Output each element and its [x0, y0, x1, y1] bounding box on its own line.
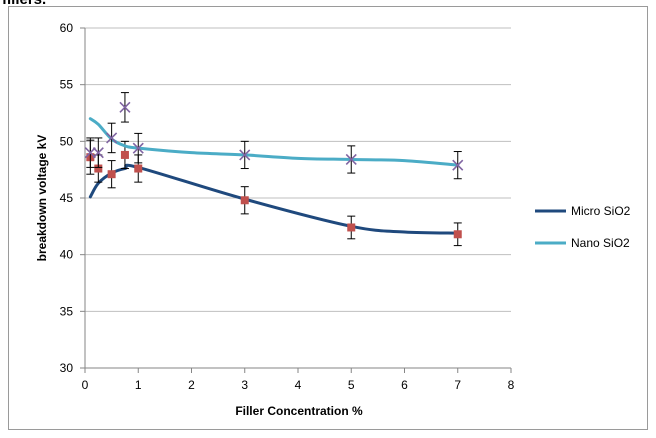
x-tick-label: 8 — [508, 378, 515, 392]
data-point-square — [134, 164, 143, 173]
legend-label: Micro SiO2 — [571, 204, 631, 218]
y-tick-label: 35 — [60, 304, 74, 318]
data-point-x — [106, 132, 118, 144]
data-point-x — [119, 101, 131, 113]
series-line — [88, 163, 460, 235]
x-tick-label: 6 — [401, 378, 408, 392]
y-tick-label: 40 — [60, 248, 74, 262]
data-point-x — [132, 142, 144, 154]
data-point-x — [84, 147, 96, 159]
x-tick-label: 3 — [241, 378, 248, 392]
x-axis-title: Filler Concentration % — [235, 404, 363, 418]
y-axis-ticks: 30 35 40 45 50 55 60 — [60, 21, 85, 375]
x-axis-ticks: 0 1 2 3 4 5 6 7 8 — [82, 368, 515, 392]
data-point-square — [107, 170, 116, 179]
caption-fragment: fillers. — [2, 0, 46, 8]
series-1 — [84, 92, 464, 180]
series-layer — [84, 92, 464, 247]
x-tick-label: 1 — [135, 378, 142, 392]
y-tick-label: 55 — [60, 78, 74, 92]
data-point-x — [345, 153, 357, 166]
grid-lines — [85, 27, 511, 312]
data-point-square — [453, 230, 462, 239]
y-tick-label: 60 — [60, 21, 74, 35]
y-tick-label: 30 — [60, 361, 74, 375]
x-tick-label: 0 — [82, 378, 89, 392]
data-point-square — [240, 196, 249, 205]
y-axis-title: breakdown voltage kV — [35, 135, 49, 262]
y-tick-label: 50 — [60, 134, 74, 148]
y-tick-label: 45 — [60, 191, 74, 205]
data-point-x — [92, 147, 104, 159]
x-tick-label: 7 — [454, 378, 461, 392]
series-line — [88, 117, 460, 167]
x-tick-label: 2 — [188, 378, 195, 392]
x-tick-label: 4 — [295, 378, 302, 392]
data-point-square — [120, 150, 129, 159]
legend: Micro SiO2 Nano SiO2 — [535, 204, 631, 250]
x-tick-label: 5 — [348, 378, 355, 392]
data-point-square — [94, 164, 103, 173]
chart-frame — [8, 6, 648, 430]
series-0 — [86, 139, 462, 247]
data-point-square — [347, 223, 356, 232]
legend-label: Nano SiO2 — [571, 236, 630, 250]
data-point-x — [452, 159, 464, 171]
data-point-x — [239, 149, 251, 161]
